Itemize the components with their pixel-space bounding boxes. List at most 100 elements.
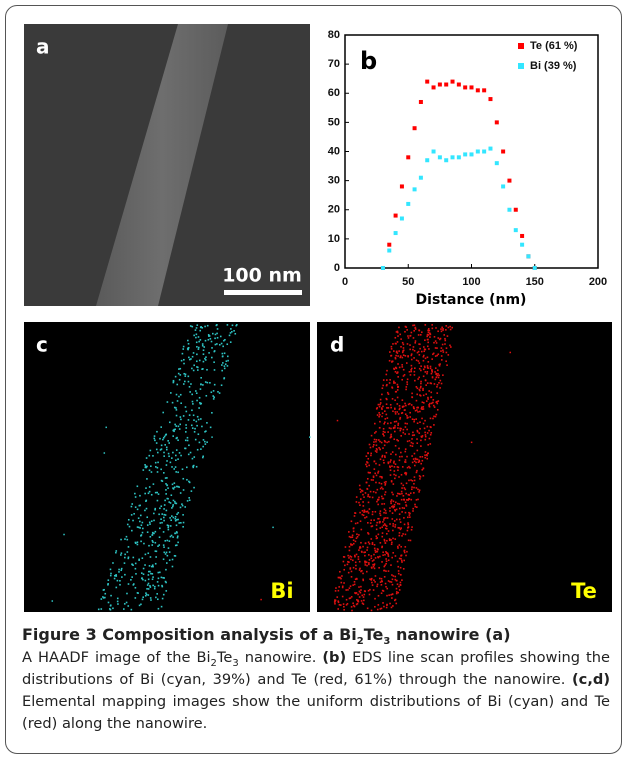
map-dot <box>380 607 383 610</box>
map-dot <box>350 556 353 558</box>
map-dot <box>196 399 198 402</box>
map-dot <box>162 436 165 439</box>
map-dot <box>428 405 431 408</box>
map-dot <box>371 525 374 527</box>
map-dot <box>170 494 173 497</box>
map-dot <box>387 580 390 582</box>
map-dot <box>394 526 396 528</box>
map-dot <box>430 431 433 434</box>
map-dot <box>410 404 413 406</box>
map-dot <box>384 582 387 585</box>
map-dot <box>411 455 413 457</box>
map-dot <box>430 391 433 394</box>
map-dot <box>405 472 408 474</box>
map-dot <box>178 522 181 524</box>
map-dot <box>223 367 226 370</box>
map-dot <box>154 562 157 565</box>
map-dot <box>347 554 349 557</box>
map-dot <box>164 580 167 583</box>
panel-label: b <box>360 47 377 75</box>
map-dot <box>367 457 370 460</box>
map-dot <box>217 390 219 393</box>
map-dot <box>362 514 365 517</box>
map-dot <box>141 521 144 524</box>
map-dot <box>177 485 179 488</box>
map-dot <box>193 431 196 433</box>
map-dot <box>377 594 380 597</box>
map-dot <box>394 356 397 359</box>
te-dots <box>260 324 511 612</box>
map-dot <box>168 559 171 561</box>
map-dot <box>162 576 164 579</box>
map-dot <box>391 583 394 586</box>
map-dot <box>357 558 360 560</box>
map-dot <box>397 422 400 425</box>
map-dot <box>407 493 410 496</box>
map-dot <box>188 414 191 416</box>
map-dot <box>208 335 210 337</box>
map-dot <box>191 400 194 403</box>
map-dot <box>174 516 177 518</box>
data-point <box>425 158 430 163</box>
map-dot <box>389 507 391 509</box>
map-dot <box>382 554 384 556</box>
map-dot <box>363 496 365 498</box>
map-dot <box>411 445 414 447</box>
map-dot <box>130 514 133 516</box>
map-dot <box>231 330 233 333</box>
map-dot <box>183 358 185 361</box>
data-point <box>513 207 518 212</box>
map-dot <box>186 478 188 481</box>
map-dot <box>393 473 395 476</box>
map-dot <box>134 567 137 570</box>
map-dot <box>338 586 340 588</box>
map-dot <box>429 417 432 420</box>
map-dot <box>383 462 385 464</box>
map-dot <box>359 491 362 493</box>
map-dot <box>165 446 168 449</box>
map-dot <box>342 556 345 558</box>
map-dot <box>383 511 385 514</box>
map-dot <box>144 579 147 582</box>
x-tick-label: 50 <box>402 276 414 288</box>
map-dot <box>434 415 437 418</box>
map-dot <box>414 503 416 506</box>
map-dot <box>419 476 422 478</box>
map-dot <box>204 359 207 361</box>
map-dot <box>414 379 416 382</box>
map-dot <box>426 372 428 375</box>
map-dot <box>424 451 427 453</box>
map-dot <box>162 438 164 441</box>
map-dot <box>353 583 356 586</box>
data-point <box>532 266 537 270</box>
map-dot <box>380 476 383 478</box>
map-dot <box>394 430 396 433</box>
map-dot <box>216 332 218 335</box>
map-dot <box>390 354 393 357</box>
map-dot <box>389 510 391 512</box>
map-dot <box>374 597 376 600</box>
map-dot <box>439 337 442 340</box>
map-dot <box>109 608 112 611</box>
data-point <box>456 155 461 160</box>
map-dot <box>337 576 340 579</box>
map-dot <box>437 400 440 402</box>
map-dot <box>102 596 104 598</box>
map-dot <box>398 544 401 546</box>
map-dot <box>163 577 165 579</box>
map-dot <box>421 408 423 410</box>
map-dot <box>234 332 237 335</box>
map-dot <box>374 549 377 552</box>
map-dot <box>381 546 383 549</box>
map-dot <box>430 382 433 385</box>
map-dot <box>192 369 195 372</box>
map-dot <box>359 504 361 506</box>
map-dot <box>393 382 395 384</box>
map-dot <box>397 439 399 442</box>
map-dot <box>130 579 132 581</box>
map-dot <box>216 324 218 326</box>
map-dot <box>407 416 409 419</box>
map-dot <box>429 365 432 368</box>
map-dot <box>145 465 147 468</box>
map-dot <box>395 508 398 511</box>
